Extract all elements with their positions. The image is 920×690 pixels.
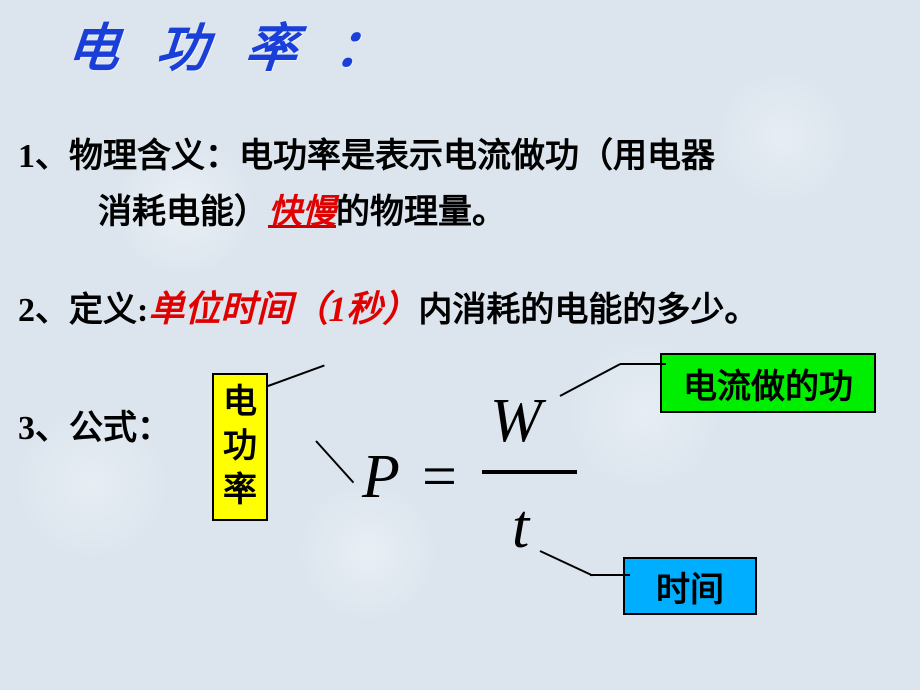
point-2-colon: : (137, 292, 148, 329)
point-2: 2、定义:单位时间（1秒）内消耗的电能的多少。 (18, 280, 758, 332)
formula-P: P (362, 442, 400, 513)
formula-equals: = (422, 442, 457, 513)
formula-W: W (490, 386, 542, 457)
point-3: 3、公式： (18, 400, 171, 449)
point-1-num: 1、 (18, 138, 69, 175)
yellow-l2: 功 (223, 425, 257, 469)
connector-line (268, 365, 325, 387)
point-2-emphasis: 单位时间（1秒） (148, 289, 418, 329)
connector-line (620, 363, 666, 365)
connector-line (540, 550, 593, 576)
yellow-l3: 率 (223, 469, 257, 513)
point-2-num: 2、 (18, 292, 69, 329)
label-box-work: 电流做的功 (660, 353, 876, 413)
label-box-power: 电 功 率 (212, 373, 268, 521)
yellow-l1: 电 (223, 381, 257, 425)
connector-line (590, 574, 630, 576)
label-box-time: 时间 (623, 557, 757, 615)
point-1-text-c: 的物理量。 (336, 194, 506, 231)
point-3-label: 公式： (69, 410, 171, 447)
point-1: 1、物理含义：电功率是表示电流做功（用电器 消耗电能）快慢的物理量。 (18, 129, 715, 241)
point-1-emphasis: 快慢 (268, 194, 336, 231)
formula-t: t (512, 492, 529, 563)
point-1-text-a: 电功率是表示电流做功（用电器 (239, 138, 715, 175)
connector-line (560, 363, 621, 397)
point-2-label: 定义 (69, 292, 137, 329)
point-3-num: 3、 (18, 410, 69, 447)
formula-fraction-bar (482, 470, 577, 474)
slide-title: 电 功 率 ： (65, 6, 403, 81)
connector-line (315, 440, 354, 483)
point-1-label: 物理含义： (69, 138, 239, 175)
point-2-text: 内消耗的电能的多少。 (418, 292, 758, 329)
point-1-text-b: 消耗电能） (98, 194, 268, 231)
